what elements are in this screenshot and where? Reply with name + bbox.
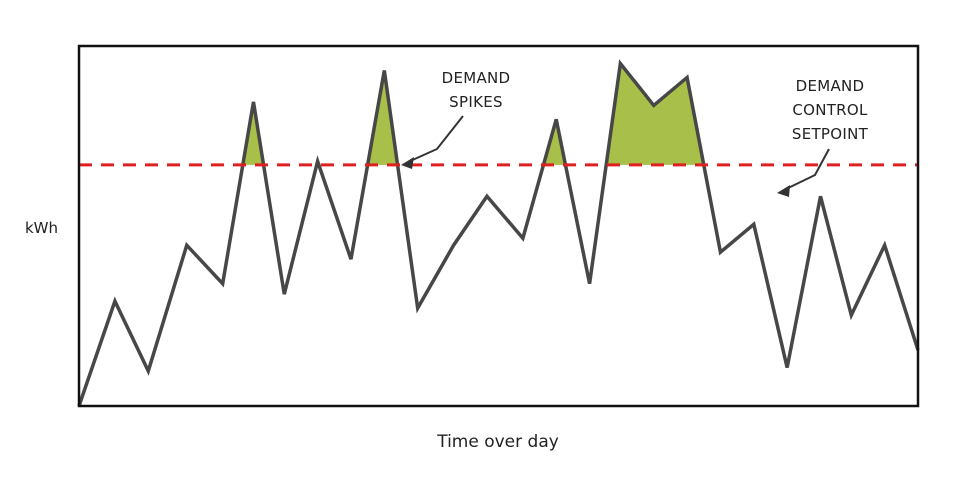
x-axis-label: Time over day xyxy=(436,432,559,452)
spikes-label-line1: DEMAND xyxy=(442,69,511,87)
spikes-arrow xyxy=(407,115,464,163)
spikes-arrowhead-icon xyxy=(401,157,414,169)
setpoint-arrow xyxy=(783,148,830,191)
demand-spike-area xyxy=(606,63,704,165)
setpoint-label-line2: CONTROL xyxy=(792,101,868,119)
spikes-label-line2: SPIKES xyxy=(449,93,503,111)
y-axis-label: kWh xyxy=(25,219,58,237)
demand-spike-area xyxy=(367,70,398,165)
demand-spike-area xyxy=(543,119,566,165)
spike-fills xyxy=(242,63,704,165)
plot-frame xyxy=(77,44,920,408)
setpoint-label-line1: DEMAND xyxy=(796,77,865,95)
demand-spike-area xyxy=(242,101,264,165)
kwh-line xyxy=(77,59,920,407)
setpoint-arrowhead-icon xyxy=(777,185,790,197)
setpoint-label-line3: SETPOINT xyxy=(792,125,869,143)
